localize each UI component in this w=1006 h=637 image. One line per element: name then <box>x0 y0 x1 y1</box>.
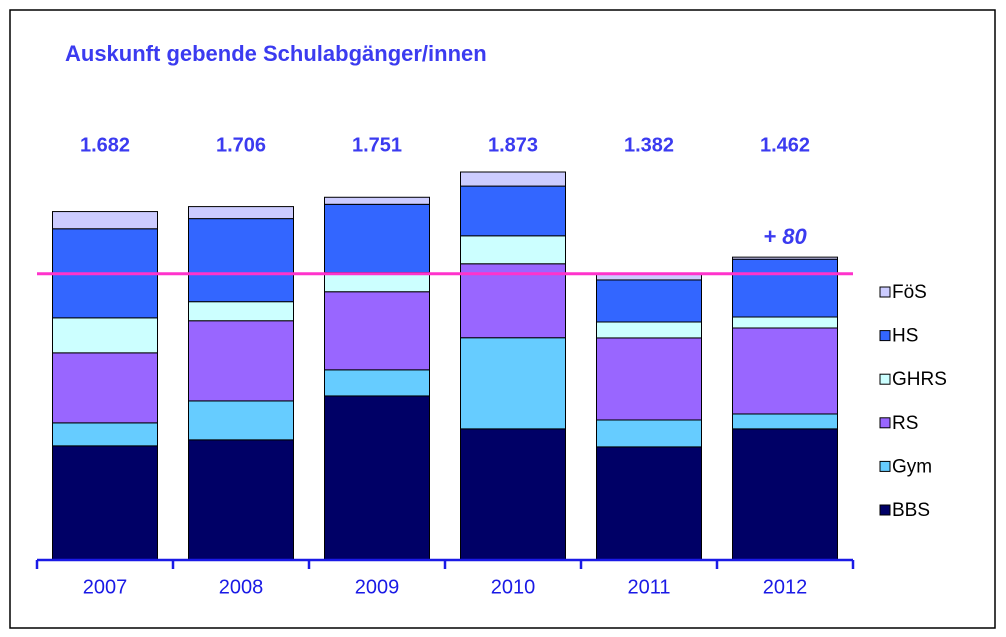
x-tick-label: 2007 <box>83 576 128 598</box>
bar-segment <box>732 327 838 415</box>
bar-segment <box>732 258 838 318</box>
legend-label: HS <box>892 326 918 347</box>
legend-swatch <box>879 417 891 429</box>
legend-label: FöS <box>892 282 927 303</box>
chart-title: Auskunft gebende Schulabgänger/innen <box>65 41 487 66</box>
bar-segment <box>732 316 838 329</box>
legend-swatch <box>879 286 891 298</box>
x-tick-label: 2010 <box>491 576 536 598</box>
bar-segment <box>324 291 430 371</box>
annotation: + 80 <box>763 224 807 249</box>
bar-segment <box>596 419 702 448</box>
legend-label: GHRS <box>892 369 947 390</box>
bar-segment <box>52 352 158 424</box>
x-tick-label: 2012 <box>763 576 808 598</box>
legend-swatch <box>879 460 891 472</box>
bar-segment <box>188 218 294 303</box>
bar-segment <box>188 206 294 220</box>
legend-swatch <box>879 504 891 516</box>
bar-segment <box>732 256 838 260</box>
legend-swatch <box>879 330 891 342</box>
total-label: 1.873 <box>488 134 538 156</box>
total-label: 1.462 <box>760 134 810 156</box>
bar-segment <box>324 369 430 397</box>
bar-segment <box>596 446 702 561</box>
bar-segment <box>188 301 294 322</box>
total-label: 1.382 <box>624 134 674 156</box>
bar-segment <box>52 422 158 447</box>
bar-segment <box>460 235 566 265</box>
bar-segment <box>324 272 430 293</box>
bar-segment <box>188 439 294 561</box>
total-label: 1.682 <box>80 134 130 156</box>
bar-segment <box>324 203 430 274</box>
bar-segment <box>460 171 566 187</box>
legend-label: Gym <box>892 456 932 477</box>
bar-segment <box>324 395 430 561</box>
legend-label: RS <box>892 413 918 434</box>
x-tick-label: 2009 <box>355 576 400 598</box>
bar-segment <box>324 196 430 205</box>
bar-segment <box>188 400 294 441</box>
bar-segment <box>52 445 158 561</box>
bar-segment <box>732 428 838 561</box>
legend-label: BBS <box>892 500 930 521</box>
bar-segment <box>188 320 294 402</box>
bar-segment <box>460 337 566 430</box>
legend-swatch <box>879 373 891 385</box>
bar-segment <box>596 279 702 323</box>
bar-segment <box>52 317 158 354</box>
x-tick-label: 2008 <box>219 576 264 598</box>
total-label: 1.706 <box>216 134 266 156</box>
bar-segment <box>732 413 838 430</box>
bar-segment <box>460 185 566 237</box>
total-label: 1.751 <box>352 134 402 156</box>
bar-segment <box>460 428 566 561</box>
bar-segment <box>596 337 702 421</box>
bar-segment <box>52 211 158 230</box>
x-tick-label: 2011 <box>627 576 670 598</box>
bar-segment <box>596 321 702 339</box>
